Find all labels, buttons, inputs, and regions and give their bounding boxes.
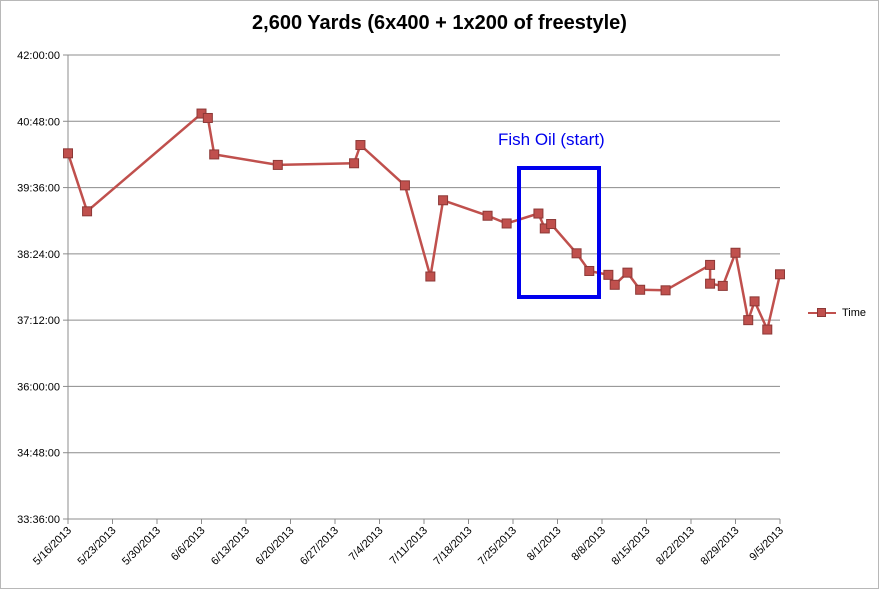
data-point	[355, 140, 366, 151]
data-point	[202, 112, 213, 123]
x-tick-label: 7/4/2013	[347, 525, 386, 564]
y-tick-labels: 33:36:00 34:48:00 36:00:00 37:12:00 38:24:00…	[17, 50, 60, 526]
series-line-time	[66, 112, 782, 331]
data-point	[705, 278, 716, 289]
x-tick-label: 6/20/2013	[254, 525, 297, 568]
legend-label-time: Time	[842, 307, 867, 319]
annotation-box	[517, 166, 601, 299]
data-point	[717, 280, 728, 291]
data-point	[438, 195, 449, 206]
y-tick-label: 38:24:00	[17, 249, 60, 261]
y-tick-label: 36:00:00	[17, 381, 60, 393]
x-tick-label: 6/6/2013	[169, 525, 208, 564]
data-point	[82, 206, 93, 217]
data-point	[622, 267, 633, 278]
x-tick-label: 8/1/2013	[525, 525, 564, 564]
axes	[63, 54, 781, 524]
y-tick-label: 39:36:00	[17, 183, 60, 195]
x-tick-labels: 5/16/2013 5/23/2013 5/30/2013 6/6/2013 6/13/…	[31, 525, 786, 568]
data-point	[762, 324, 773, 335]
data-point	[63, 148, 73, 159]
data-point	[425, 271, 436, 282]
x-tick-label: 6/13/2013	[209, 525, 252, 568]
data-point	[272, 159, 283, 170]
data-point	[546, 219, 557, 230]
legend-swatch	[808, 307, 836, 319]
x-tick-label: 7/25/2013	[476, 525, 519, 568]
x-tick-label: 8/22/2013	[654, 525, 697, 568]
x-tick-label: 5/30/2013	[120, 525, 163, 568]
data-point	[571, 248, 582, 259]
data-point	[399, 180, 410, 191]
data-point	[482, 210, 493, 221]
data-point	[660, 285, 671, 296]
y-tick-label: 42:00:00	[17, 50, 60, 62]
data-point	[635, 284, 646, 295]
data-point	[501, 218, 512, 229]
data-point	[349, 158, 360, 169]
x-tick-label: 6/27/2013	[298, 525, 341, 568]
data-point	[603, 269, 614, 280]
data-point	[533, 208, 544, 219]
chart-title: 2,600 Yards (6x400 + 1x200 of freestyle)	[252, 12, 627, 34]
x-tick-label: 7/18/2013	[432, 525, 475, 568]
x-tick-label: 8/15/2013	[610, 525, 653, 568]
x-tick-label: 5/23/2013	[76, 525, 119, 568]
y-tick-label: 34:48:00	[17, 448, 60, 460]
data-point	[584, 265, 595, 276]
x-tick-label: 9/5/2013	[747, 525, 786, 564]
data-point	[609, 279, 620, 290]
data-point	[705, 259, 716, 270]
legend: Time	[808, 307, 866, 319]
y-tick-label: 40:48:00	[17, 116, 60, 128]
data-point	[730, 247, 741, 258]
gridlines	[68, 54, 780, 454]
data-point	[209, 149, 220, 160]
x-tick-label: 7/11/2013	[388, 525, 431, 568]
annotation-label: Fish Oil (start)	[498, 130, 605, 149]
x-tick-label: 8/29/2013	[699, 525, 742, 568]
y-tick-label: 37:12:00	[17, 315, 60, 327]
data-point	[775, 269, 785, 280]
x-tick-label: 8/8/2013	[569, 525, 608, 564]
data-point	[749, 296, 760, 307]
series-time	[63, 108, 785, 335]
x-tick-label: 5/16/2013	[31, 525, 74, 568]
y-tick-label: 33:36:00	[17, 514, 60, 526]
data-point	[743, 315, 754, 326]
